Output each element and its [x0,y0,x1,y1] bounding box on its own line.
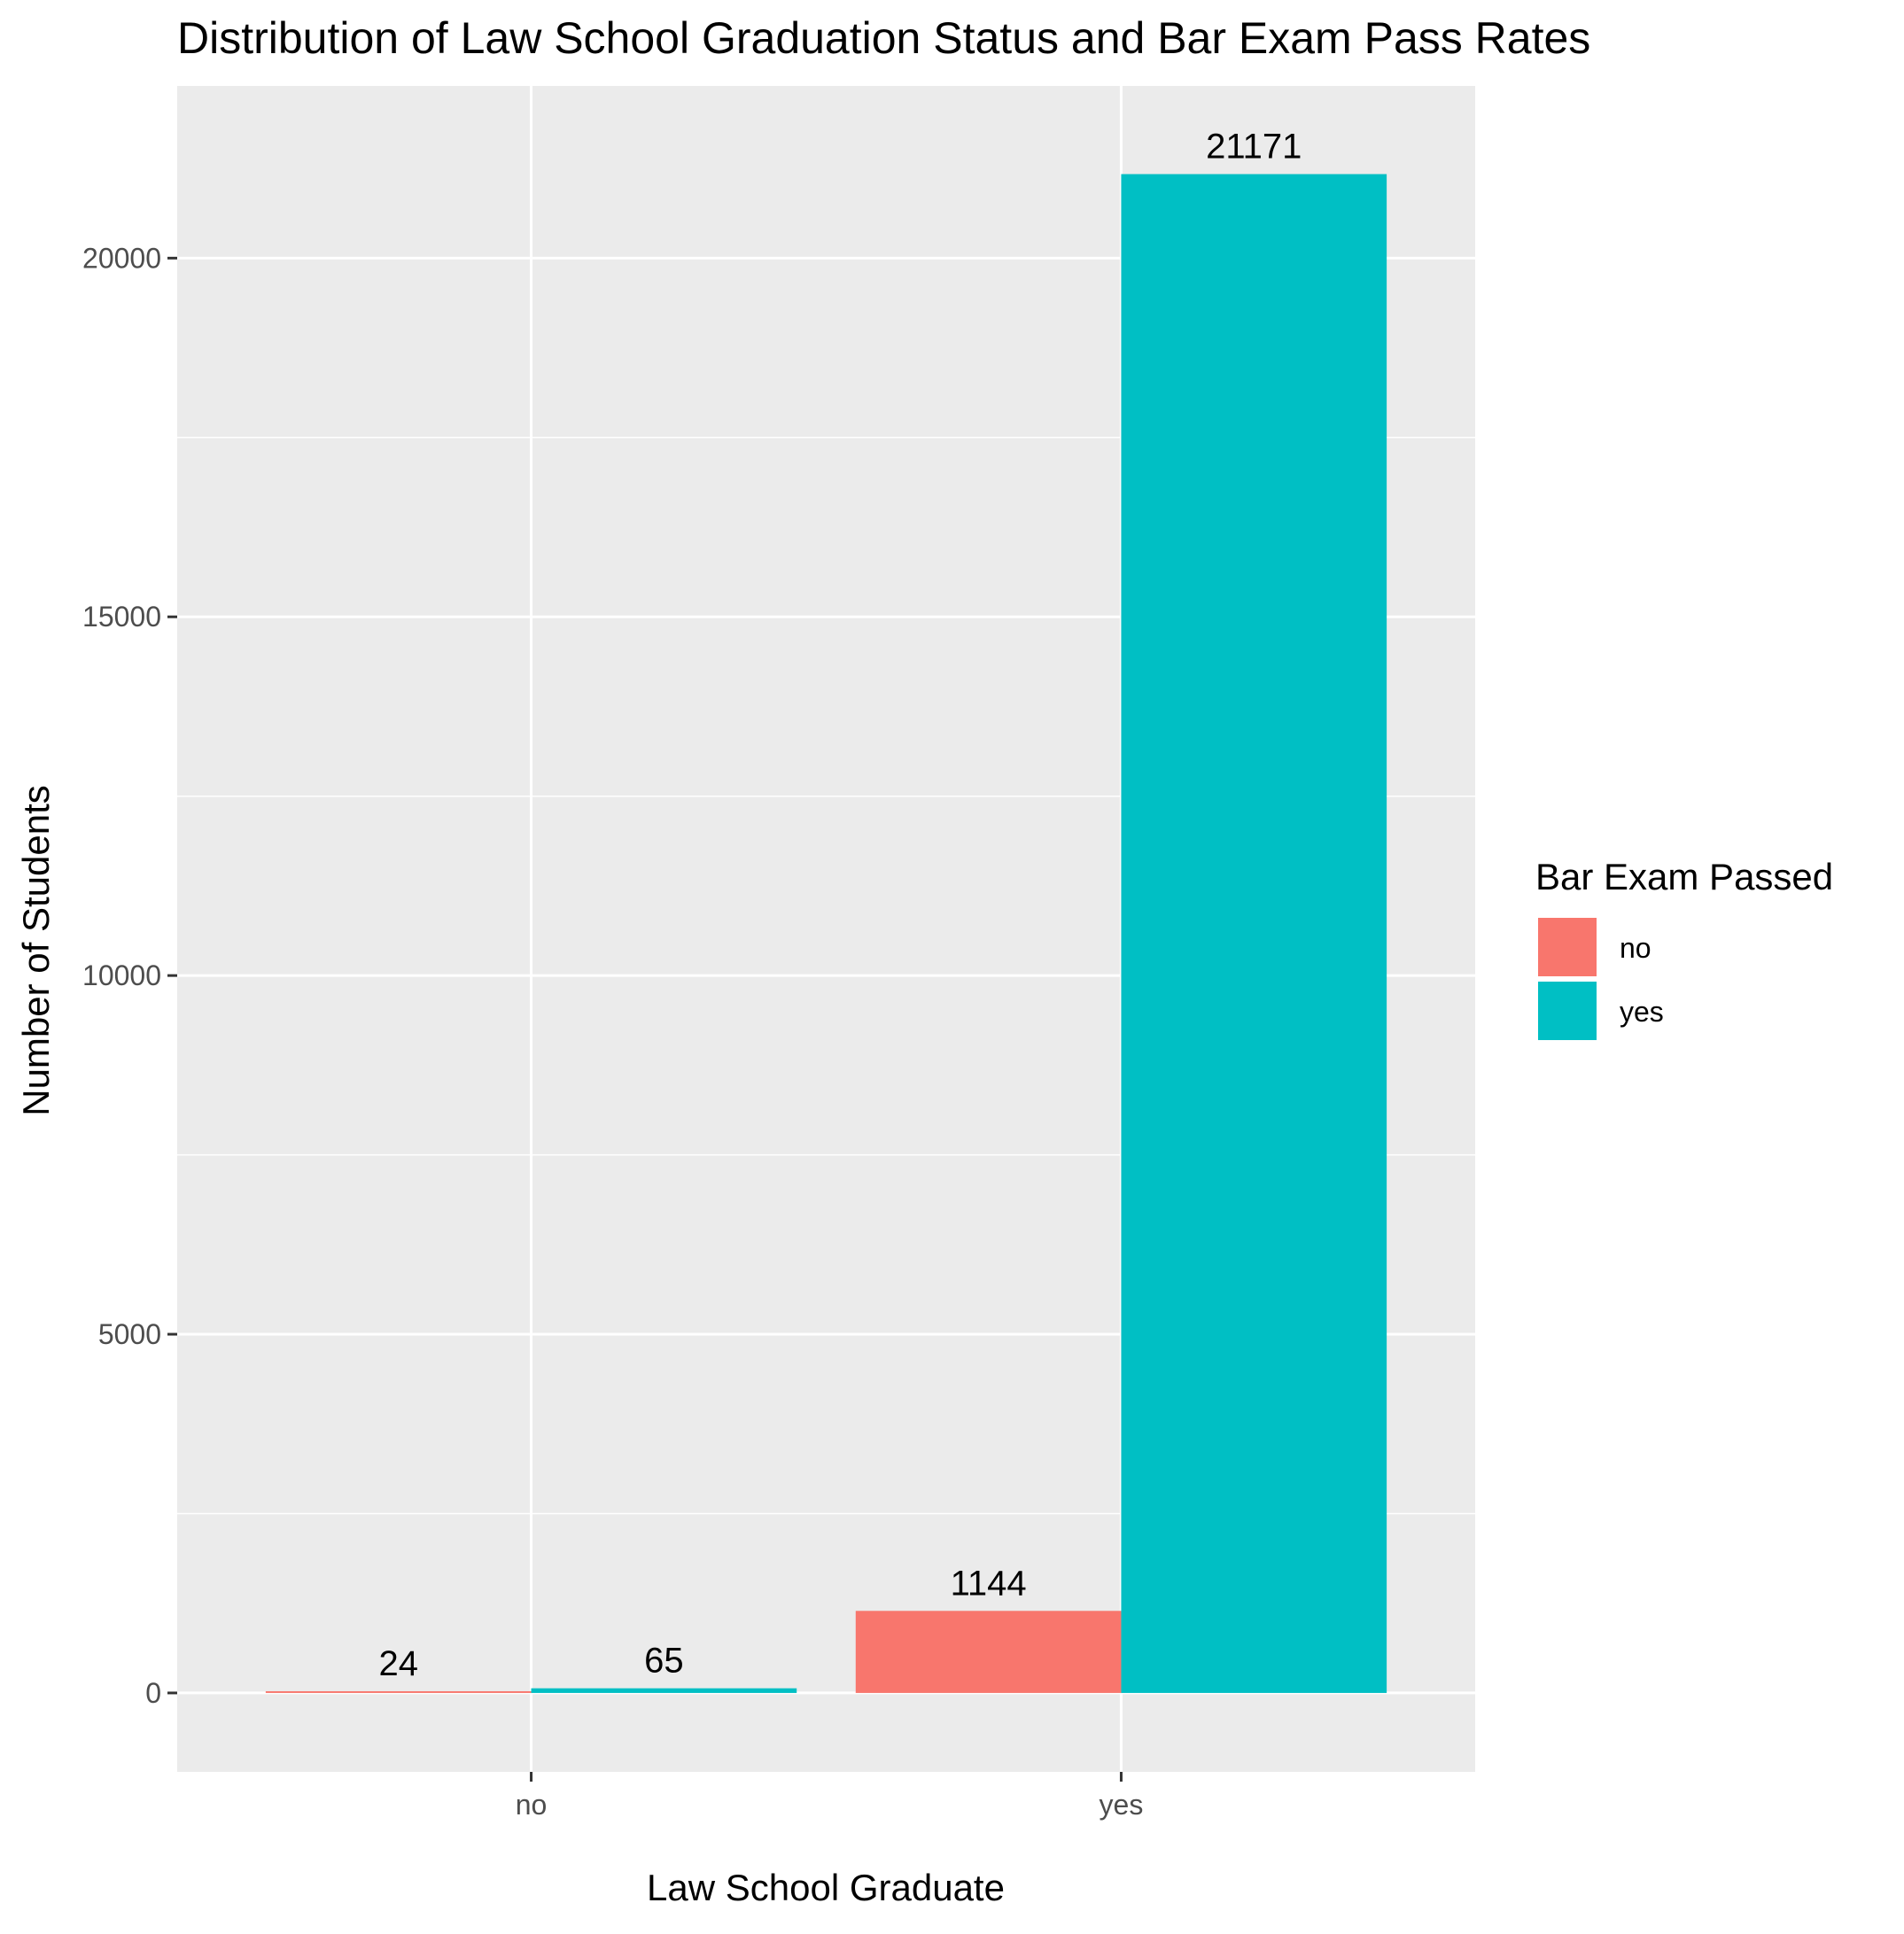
chart-title: Distribution of Law School Graduation St… [177,13,1590,63]
legend-label: yes [1620,996,1664,1028]
data-label: 65 [644,1642,684,1681]
y-tick-label: 10000 [82,959,161,991]
y-tick-label: 5000 [98,1318,161,1350]
x-axis-title: Law School Graduate [647,1867,1005,1908]
data-label: 1144 [951,1564,1027,1603]
x-tick-label: yes [1100,1789,1144,1821]
legend-title: Bar Exam Passed [1535,856,1833,897]
legend-items: no yes [1538,918,1664,1040]
bar-no-no [265,1690,532,1693]
legend: Bar Exam Passed no yes [1535,856,1833,1040]
data-label: 21171 [1206,128,1302,167]
y-tick-label: 15000 [82,601,161,633]
legend-label: no [1620,932,1651,964]
bar-no-yes [531,1688,797,1693]
legend-swatch-no [1538,918,1597,976]
y-tick-label: 20000 [82,242,161,274]
x-tick-label: no [516,1789,548,1821]
bars [265,174,1387,1693]
bar-yes-yes [1121,174,1387,1693]
bar-yes-no [855,1611,1122,1693]
x-axis: no yes [516,1772,1144,1821]
bar-labels: 24 65 1144 21171 [378,128,1302,1683]
data-label: 24 [378,1644,418,1683]
y-tick-label: 0 [145,1677,161,1709]
legend-swatch-yes [1538,982,1597,1040]
y-axis-title: Number of Students [15,785,57,1116]
y-axis: 0 5000 10000 15000 20000 [82,242,177,1709]
